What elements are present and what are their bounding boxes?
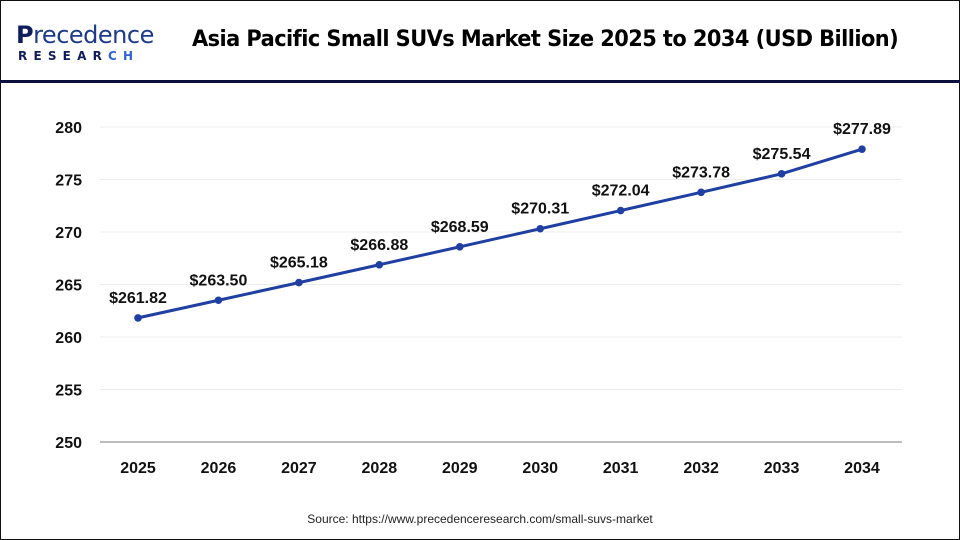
x-tick-label: 2028 (362, 460, 398, 477)
x-tick-label: 2027 (281, 460, 317, 477)
data-point (295, 278, 303, 287)
header-separator (0, 80, 960, 83)
data-label: $268.59 (431, 219, 489, 236)
data-point (697, 188, 705, 197)
x-tick-label: 2029 (442, 460, 478, 477)
x-tick-label: 2025 (120, 460, 156, 477)
data-label: $270.31 (511, 201, 569, 218)
data-label: $275.54 (753, 146, 811, 163)
data-labels: $261.82 $263.50 $265.18 $266.88 $268.59 $270.… (109, 121, 891, 307)
x-tick-label: 2031 (603, 460, 639, 477)
series-market-size (134, 145, 866, 322)
y-tick-label: 280 (55, 120, 82, 137)
x-tick-label: 2032 (683, 460, 719, 477)
data-point (536, 224, 545, 233)
y-tick-label: 250 (55, 435, 82, 452)
y-axis-ticks: 250 255 260 265 270 275 280 (55, 120, 82, 452)
data-label: $277.89 (833, 121, 891, 138)
data-point (214, 296, 223, 305)
y-tick-label: 270 (55, 225, 82, 242)
source-citation: Source: https://www.precedenceresearch.c… (307, 512, 653, 526)
x-tick-label: 2026 (201, 460, 237, 477)
data-label: $272.04 (592, 183, 650, 200)
data-point (616, 206, 625, 215)
y-tick-label: 260 (55, 330, 82, 347)
x-tick-label: 2033 (764, 460, 800, 477)
data-point (777, 170, 786, 178)
x-axis-ticks: 2025 2026 2027 2028 2029 2030 2031 2032 2033 2034 (120, 460, 880, 477)
x-tick-label: 2034 (844, 460, 880, 477)
data-point (455, 243, 464, 251)
data-label: $265.18 (270, 255, 328, 272)
data-point (134, 314, 142, 322)
chart-title: Asia Pacific Small SUVs Market Size 2025… (192, 26, 899, 52)
data-point (375, 260, 384, 269)
y-tick-label: 255 (55, 383, 82, 400)
x-tick-label: 2030 (522, 460, 558, 477)
data-label: $266.88 (350, 237, 408, 254)
y-tick-label: 275 (55, 173, 82, 190)
data-label: $273.78 (672, 164, 730, 181)
series-line (136, 147, 864, 320)
data-label: $261.82 (109, 290, 167, 307)
data-label: $263.50 (190, 272, 248, 289)
gridlines (100, 126, 902, 443)
data-point (858, 145, 866, 153)
logo-subtitle: RESEARCH (18, 49, 140, 63)
precedence-research-logo: Precedence RESEARCH (16, 21, 161, 63)
logo-wordmark: Precedence (16, 21, 154, 49)
y-tick-label: 265 (55, 278, 82, 295)
